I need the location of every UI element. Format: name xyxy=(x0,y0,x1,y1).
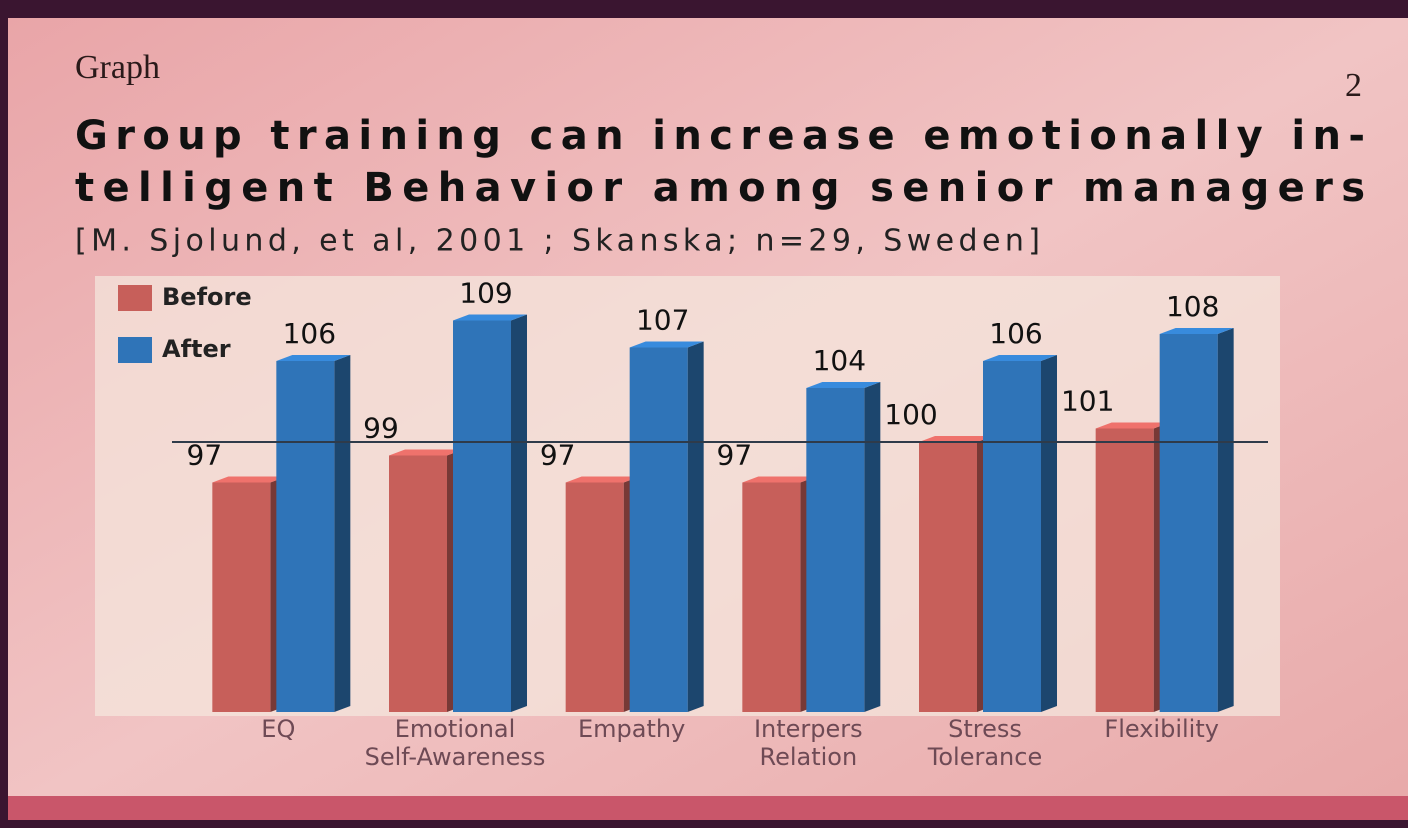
heading: Graph xyxy=(75,49,160,86)
value-label: 97 xyxy=(187,439,223,472)
bar-side xyxy=(1217,328,1234,712)
bar-top xyxy=(1095,422,1170,429)
bar-side xyxy=(511,314,527,712)
bar xyxy=(806,388,865,712)
bar-top xyxy=(983,355,1057,361)
legend-swatch xyxy=(118,285,152,311)
bar-top xyxy=(806,382,881,388)
page-number: 2 xyxy=(1345,67,1362,104)
x-tick-label: EQ xyxy=(261,715,295,743)
value-label: 99 xyxy=(363,412,399,445)
x-tick-label: Emotional Self-Awareness xyxy=(365,715,546,771)
value-label: 100 xyxy=(884,398,937,431)
value-label: 106 xyxy=(989,317,1042,350)
value-label: 108 xyxy=(1166,290,1219,323)
bar-side xyxy=(864,382,881,712)
x-tick-label: Stress Tolerance xyxy=(927,715,1042,771)
bar xyxy=(983,361,1041,712)
bar-top xyxy=(389,449,463,456)
x-tick-label: Flexibility xyxy=(1104,715,1219,743)
x-tick-label: Interpers Relation xyxy=(754,715,863,771)
bar xyxy=(565,482,624,712)
legend-label: Before xyxy=(162,283,252,311)
bar-top xyxy=(919,436,993,442)
bar-top xyxy=(453,314,527,321)
value-label: 107 xyxy=(636,304,689,337)
bar xyxy=(212,482,271,712)
bar xyxy=(1159,334,1218,712)
value-label: 106 xyxy=(283,317,336,350)
title-line: telligent Behavior among senior managers xyxy=(75,165,1365,211)
bar xyxy=(389,455,447,712)
bar xyxy=(453,320,511,712)
bottom-band xyxy=(8,796,1408,820)
bar xyxy=(1095,428,1154,712)
bar xyxy=(629,347,688,712)
value-label: 104 xyxy=(813,344,866,377)
bar xyxy=(742,482,801,712)
bar-side xyxy=(1041,355,1057,712)
bar-top xyxy=(276,355,351,361)
x-tick-label: Empathy xyxy=(578,715,685,743)
bar-side xyxy=(334,355,351,712)
bar-top xyxy=(565,476,640,483)
bar-top xyxy=(629,341,704,348)
bar-top xyxy=(1159,328,1234,334)
value-label: 97 xyxy=(717,439,753,472)
value-label: 109 xyxy=(459,277,512,310)
legend-label: After xyxy=(162,335,231,363)
bar xyxy=(276,361,335,712)
bar xyxy=(919,442,977,712)
bar-side xyxy=(687,341,704,712)
legend-swatch xyxy=(118,337,152,363)
bar-top xyxy=(742,476,817,483)
value-label: 97 xyxy=(540,439,576,472)
chart: Before After 97 106 EQ 99 109 Emotional Self-Awa… xyxy=(118,277,1268,771)
bar-top xyxy=(212,476,287,483)
value-label: 101 xyxy=(1061,385,1114,418)
